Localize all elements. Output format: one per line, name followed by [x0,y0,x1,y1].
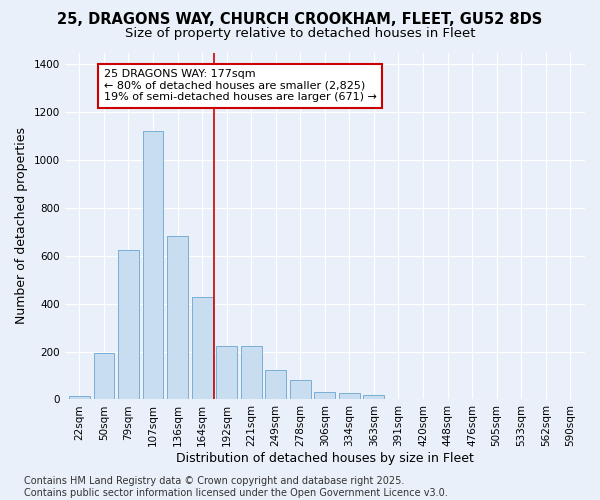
Text: Contains HM Land Registry data © Crown copyright and database right 2025.
Contai: Contains HM Land Registry data © Crown c… [24,476,448,498]
Bar [118,250,139,400]
Text: 25 DRAGONS WAY: 177sqm
← 80% of detached houses are smaller (2,825)
19% of semi-: 25 DRAGONS WAY: 177sqm ← 80% of detached… [104,69,377,102]
Y-axis label: Number of detached properties: Number of detached properties [15,128,28,324]
Bar [265,370,286,400]
Bar [364,394,385,400]
Bar [69,396,90,400]
Bar [167,236,188,400]
X-axis label: Distribution of detached houses by size in Fleet: Distribution of detached houses by size … [176,452,474,465]
Bar [191,296,212,400]
Bar [94,353,115,400]
Text: 25, DRAGONS WAY, CHURCH CROOKHAM, FLEET, GU52 8DS: 25, DRAGONS WAY, CHURCH CROOKHAM, FLEET,… [58,12,542,28]
Bar [241,346,262,400]
Text: Size of property relative to detached houses in Fleet: Size of property relative to detached ho… [125,28,475,40]
Bar [216,346,237,400]
Bar [314,392,335,400]
Bar [339,394,360,400]
Bar [143,132,163,400]
Bar [290,380,311,400]
